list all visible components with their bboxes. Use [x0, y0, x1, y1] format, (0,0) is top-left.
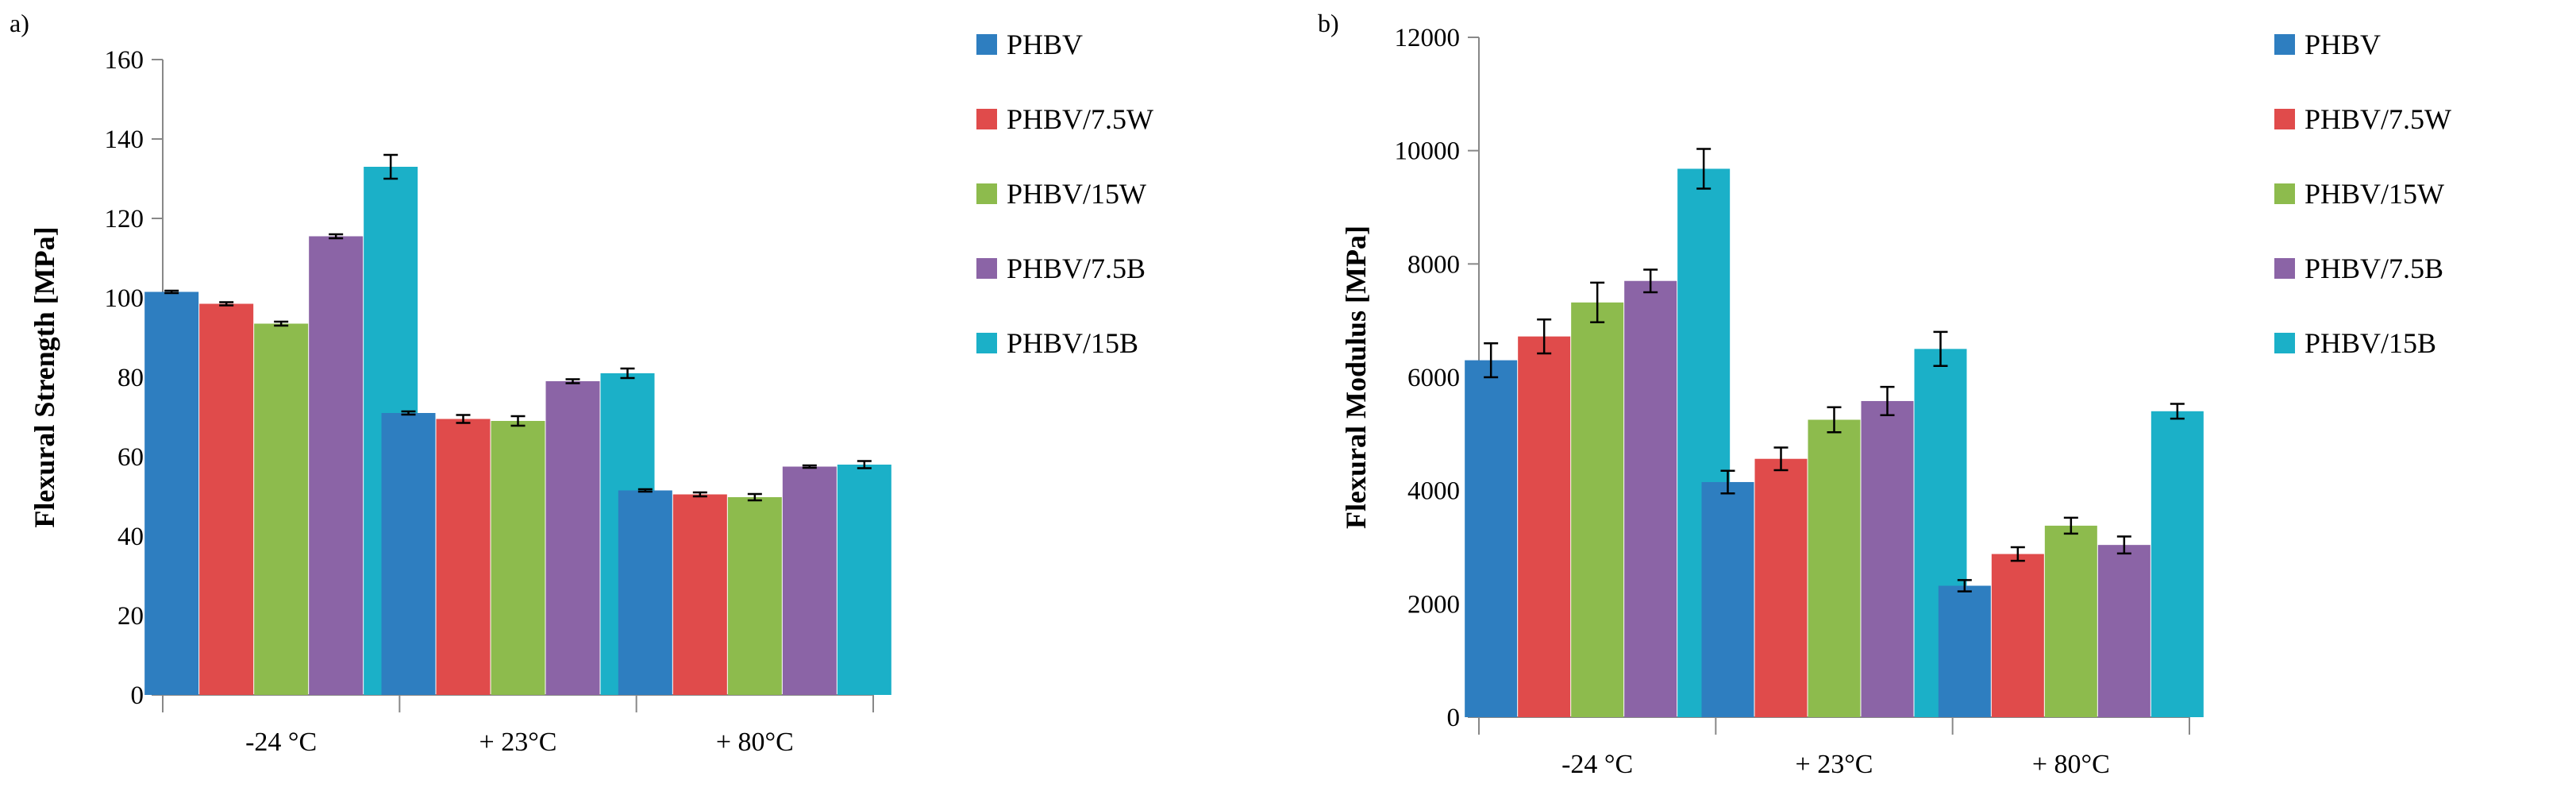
bar: [618, 490, 672, 695]
panel-label: a): [10, 9, 29, 37]
x-tick-label: + 80°C: [716, 727, 794, 757]
y-tick-label: 4000: [1407, 477, 1460, 506]
bar: [491, 421, 545, 695]
legend-swatch: [976, 333, 997, 353]
bar: [2044, 525, 2097, 717]
bar: [199, 303, 254, 695]
bar: [436, 419, 491, 695]
bar: [381, 413, 436, 695]
y-tick-label: 120: [105, 205, 144, 233]
x-tick-label: -24 °C: [245, 727, 317, 757]
bar: [1465, 360, 1518, 717]
legend-label: PHBV/15W: [1007, 178, 1146, 210]
y-tick-label: 12000: [1395, 24, 1461, 52]
y-tick-label: 20: [117, 602, 144, 631]
legend-label: PHBV/7.5W: [2305, 103, 2451, 135]
y-tick-label: 140: [105, 125, 144, 154]
bar: [1571, 302, 1624, 718]
bar: [254, 323, 309, 695]
legend-label: PHBV/7.5W: [1007, 103, 1153, 135]
y-tick-label: 10000: [1395, 137, 1461, 166]
x-tick-label: + 23°C: [1796, 750, 1873, 779]
legend-swatch: [2274, 34, 2295, 55]
legend-swatch: [2274, 109, 2295, 129]
bar: [1991, 554, 2044, 717]
bar: [545, 381, 600, 695]
bar: [144, 291, 199, 695]
bar: [672, 494, 727, 695]
bar: [837, 465, 891, 695]
y-tick-label: 160: [105, 46, 144, 75]
x-tick-label: + 23°C: [479, 727, 557, 757]
bar: [1861, 400, 1914, 717]
bar: [2097, 545, 2151, 717]
y-tick-label: 2000: [1407, 590, 1460, 619]
bar: [309, 236, 364, 695]
y-tick-label: 8000: [1407, 250, 1460, 279]
legend-swatch: [2274, 183, 2295, 204]
bar: [1754, 458, 1808, 717]
legend-label: PHBV: [2305, 29, 2381, 60]
bar: [727, 497, 782, 695]
y-tick-label: 40: [117, 523, 144, 551]
chart-flexural-modulus: b) 0 2000 4000 6000 8000 10000 12000 Flexural Mo…: [1318, 9, 2451, 779]
y-axis-title: Flexural Modulus [MPa]: [1340, 226, 1372, 529]
x-tick-label: + 80°C: [2032, 750, 2110, 779]
legend-label: PHBV/15B: [1007, 327, 1138, 359]
legend-label: PHBV/15B: [2305, 327, 2436, 359]
bar: [782, 466, 837, 695]
legend-swatch: [2274, 258, 2295, 279]
legend-swatch: [976, 109, 997, 129]
y-tick-label: 0: [131, 681, 144, 710]
panel-label: b): [1318, 9, 1339, 37]
bar: [1808, 419, 1861, 717]
legend-label: PHBV/7.5B: [1007, 253, 1146, 284]
x-tick-label: -24 °C: [1561, 750, 1633, 779]
bar: [1518, 336, 1571, 717]
bar: [2151, 411, 2204, 717]
legend-label: PHBV/15W: [2305, 178, 2444, 210]
legend-swatch: [976, 183, 997, 204]
y-tick-label: 0: [1447, 704, 1461, 732]
legend-swatch: [976, 34, 997, 55]
y-tick-label: 6000: [1407, 364, 1460, 392]
legend-swatch: [976, 258, 997, 279]
bar: [1624, 280, 1677, 717]
legend-swatch: [2274, 333, 2295, 353]
y-tick-label: 60: [117, 443, 144, 472]
y-tick-label: 100: [105, 284, 144, 313]
legend-label: PHBV: [1007, 29, 1083, 60]
bar: [1938, 585, 1991, 717]
chart-flexural-strength: a) 0 20 40 60 80 100 120 140 160 Flexural Strength…: [10, 9, 1153, 757]
y-tick-label: 80: [117, 364, 144, 392]
y-axis-title: Flexural Strength [MPa]: [29, 226, 60, 527]
bar: [1701, 481, 1754, 717]
legend-label: PHBV/7.5B: [2305, 253, 2443, 284]
